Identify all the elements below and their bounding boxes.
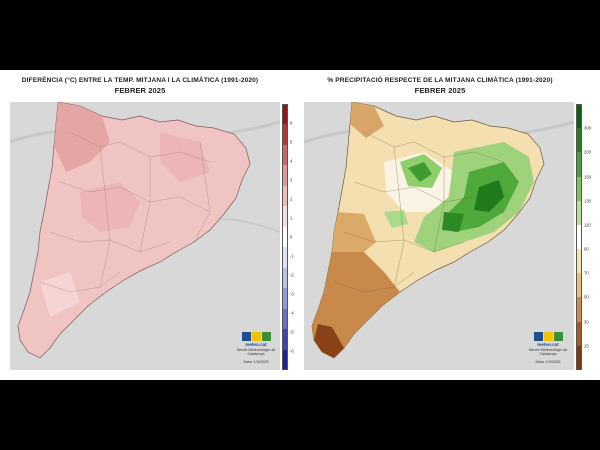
temperature-map xyxy=(10,102,280,370)
temperature-map-svg xyxy=(10,102,280,370)
temperature-legend-tick-label: 5 xyxy=(290,139,293,145)
temperature-legend-swatch xyxy=(282,247,288,268)
temperature-legend-swatch xyxy=(282,144,288,166)
temperature-legend: 6 5 4 3 2 1 0 -1 -2 -3 -4 -5 -6 xyxy=(282,104,298,370)
precipitation-legend-tick-label: 300 xyxy=(584,125,591,131)
precipitation-legend-swatch xyxy=(576,128,582,153)
precipitation-legend-swatch xyxy=(576,249,582,274)
precipitation-legend-swatch xyxy=(576,345,582,370)
precipitation-legend-border xyxy=(576,104,582,370)
map-date: Data: 1/3/2025 xyxy=(535,359,561,364)
temperature-legend-tick-label: -1 xyxy=(290,253,294,259)
meteocat-service: Servei Meteorològic de Catalunya xyxy=(236,347,276,357)
precipitation-legend-tick-label: 15 xyxy=(584,343,589,349)
temperature-legend-tick-label: -5 xyxy=(290,329,294,335)
temperature-legend-swatch xyxy=(282,104,288,125)
temperature-map-subtitle: FEBRER 2025 xyxy=(114,86,166,95)
precipitation-map xyxy=(304,102,574,370)
temperature-legend-swatch xyxy=(282,288,288,309)
precipitation-legend-swatch xyxy=(576,104,582,129)
temperature-legend-tick-label: -3 xyxy=(290,291,294,297)
temperature-map-title: DIFERÈNCIA (°C) ENTRE LA TEMP. MITJANA I… xyxy=(21,77,259,84)
meteocat-brand: meteo.cat xyxy=(245,342,267,347)
temperature-legend-swatch xyxy=(282,206,288,227)
precipitation-legend-swatch xyxy=(576,176,582,201)
precipitation-legend-tick-label: 50 xyxy=(584,294,589,300)
temperature-anomaly-panel: DIFERÈNCIA (°C) ENTRE LA TEMP. MITJANA I… xyxy=(0,70,300,380)
temperature-legend-tick-label: 1 xyxy=(290,215,293,221)
precipitation-legend-swatch xyxy=(576,321,582,346)
temperature-legend-swatch xyxy=(282,185,288,207)
precipitation-legend-tick-label: 150 xyxy=(584,174,591,180)
precipitation-legend-tick-label: 70 xyxy=(584,270,589,276)
meteocat-logo-icons xyxy=(236,332,276,341)
temperature-legend-swatch xyxy=(282,165,288,186)
precipitation-legend-tick-label: 200 xyxy=(584,149,591,155)
meteocat-brand: meteo.cat xyxy=(537,342,559,347)
precipitation-legend-swatch xyxy=(576,297,582,322)
meteocat-logo: meteo.cat Servei Meteorològic de Catalun… xyxy=(528,332,568,376)
meteocat-logo-icons xyxy=(528,332,568,341)
precipitation-legend-tick-label: 110 xyxy=(584,222,591,228)
precipitation-legend-tick-label: 130 xyxy=(584,198,591,204)
temperature-legend-tick-label: -2 xyxy=(290,272,294,278)
temperature-legend-swatch xyxy=(282,308,288,330)
temperature-legend-tick-label: 3 xyxy=(290,177,293,183)
precipitation-legend: 300 200 150 130 110 90 70 50 30 15 xyxy=(576,104,592,370)
temperature-legend-tick-label: -6 xyxy=(290,348,294,354)
precipitation-map-svg xyxy=(304,102,574,370)
temperature-legend-swatch xyxy=(282,267,288,289)
map-date: Data: 1/3/2025 xyxy=(243,359,269,364)
precipitation-legend-swatch xyxy=(576,224,582,250)
temperature-legend-swatch xyxy=(282,349,288,370)
temperature-legend-tick-label: 2 xyxy=(290,196,293,202)
temperature-legend-tick-label: 6 xyxy=(290,120,293,126)
meteocat-service: Servei Meteorològic de Catalunya xyxy=(528,347,568,357)
precipitation-panel: % PRECIPITACIÓ RESPECTE DE LA MITJANA CL… xyxy=(300,70,600,380)
precipitation-legend-tick-label: 90 xyxy=(584,246,589,252)
precipitation-legend-tick-label: 30 xyxy=(584,319,589,325)
temperature-legend-swatch xyxy=(282,124,288,145)
temperature-legend-tick-label: 0 xyxy=(290,234,293,240)
temperature-legend-swatch xyxy=(282,329,288,350)
temperature-legend-swatch xyxy=(282,226,288,248)
precipitation-legend-swatch xyxy=(576,273,582,298)
temperature-legend-tick-label: -4 xyxy=(290,310,294,316)
meteocat-logo: meteo.cat Servei Meteorològic de Catalun… xyxy=(236,332,276,376)
precipitation-legend-swatch xyxy=(576,200,582,225)
precipitation-map-title: % PRECIPITACIÓ RESPECTE DE LA MITJANA CL… xyxy=(327,77,553,84)
temperature-legend-border xyxy=(282,104,288,370)
precipitation-legend-swatch xyxy=(576,152,582,177)
precipitation-map-subtitle: FEBRER 2025 xyxy=(414,86,466,95)
temperature-legend-tick-label: 4 xyxy=(290,158,293,164)
